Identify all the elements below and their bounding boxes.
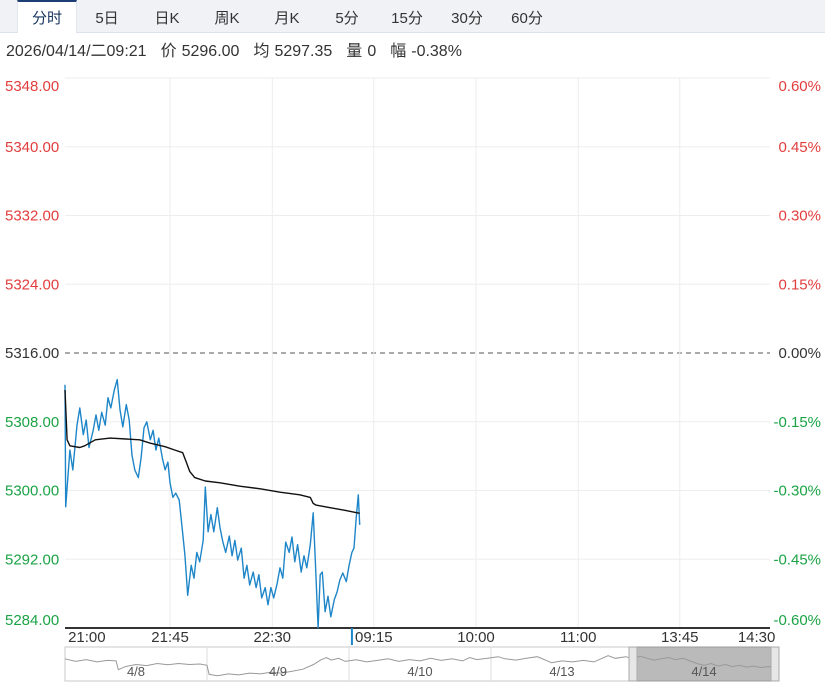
quote-datetime: 2026/04/14/二09:21 (6, 42, 147, 60)
info-field-average: 均 5297.35 (253, 37, 332, 61)
time-label: 21:00 (68, 629, 106, 646)
info-field-change-label: 幅 (390, 42, 407, 60)
time-label: 10:00 (457, 629, 495, 646)
price-chart-svg: 5348.00 0.60% 5340.00 0.45% 5332.00 0.30% 5324… (5, 77, 821, 682)
y-axis-left-label: 5300.00 (5, 483, 59, 500)
y-axis-left-label: 5308.00 (5, 414, 59, 431)
navigator-date-label: 4/8 (127, 664, 145, 679)
y-axis-right-label: -0.15% (773, 414, 821, 431)
time-label: 21:45 (151, 629, 189, 646)
info-field-average-label: 均 (253, 42, 270, 60)
info-field-change-value: -0.38% (411, 42, 462, 60)
navigator-date-label: 4/9 (269, 664, 287, 679)
time-label: 13:45 (661, 629, 699, 646)
price-line (64, 378, 361, 629)
tab-15fen[interactable]: 15分 (391, 10, 423, 27)
y-axis-left-label: 5292.00 (5, 551, 59, 568)
info-field-volume-value: 0 (367, 42, 377, 60)
y-axis-right-label: 0.30% (778, 208, 821, 225)
y-axis-right-label: 0.60% (778, 78, 821, 95)
average-line (64, 389, 360, 514)
info-field-average-value: 5297.35 (274, 42, 333, 60)
y-axis-left-label: 5340.00 (5, 139, 59, 156)
tab-fenshi[interactable]: 分时 (17, 0, 77, 33)
time-label: 22:30 (253, 629, 291, 646)
y-axis-right-label: 0.45% (778, 139, 821, 156)
y-axis-right-label: -0.30% (773, 483, 821, 500)
tab-zhouk[interactable]: 周K (214, 10, 240, 27)
navigator-date-label: 4/13 (549, 664, 574, 679)
tab-30fen[interactable]: 30分 (451, 10, 483, 27)
y-axis-left-label: 5316.00 (5, 345, 59, 362)
tab-rik[interactable]: 日K (154, 10, 180, 27)
tab-yuek[interactable]: 月K (274, 10, 300, 27)
y-axis-right-label: 0.15% (778, 276, 821, 293)
info-field-price: 价 5296.00 (161, 37, 240, 61)
info-field-price-label: 价 (160, 42, 177, 60)
tab-5ri[interactable]: 5日 (95, 10, 119, 27)
y-axis-left-label: 5348.00 (5, 78, 59, 95)
navigator-date-label: 4/14 (691, 664, 716, 679)
navigator-left-handle[interactable] (628, 646, 638, 682)
info-field-price-value: 5296.00 (181, 42, 240, 60)
navigator-mini-line (64, 655, 776, 677)
tab-60fen[interactable]: 60分 (511, 10, 543, 27)
navigator-date-label: 4/10 (407, 664, 432, 679)
info-field-change: 幅 -0.38% (390, 37, 462, 61)
navigator-right-handle[interactable] (770, 646, 780, 682)
time-label: 14:30 (738, 629, 776, 646)
y-axis-right-label: -0.45% (773, 551, 821, 568)
period-tabbar: 分时 5日 日K 周K 月K 5分 15分 30分 60分 (0, 0, 825, 33)
time-label: 09:15 (355, 629, 393, 646)
y-axis-right-label: -0.60% (773, 612, 821, 629)
y-axis-left-label: 5284.00 (5, 612, 59, 629)
y-axis-left-label: 5324.00 (5, 276, 59, 293)
navigator-window[interactable] (632, 646, 776, 682)
quote-infobar: 2026/04/14/二09:21 价 5296.00 均 5297.35 量 0 幅 -0.… (0, 33, 825, 64)
intraday-chart: 5348.00 0.60% 5340.00 0.45% 5332.00 0.30% 5324… (0, 64, 825, 683)
tab-5fen[interactable]: 5分 (335, 10, 359, 27)
y-axis-right-label: 0.00% (778, 345, 821, 362)
time-label: 11:00 (560, 629, 596, 646)
y-axis-left-label: 5332.00 (5, 208, 59, 225)
info-field-volume-label: 量 (346, 42, 363, 60)
